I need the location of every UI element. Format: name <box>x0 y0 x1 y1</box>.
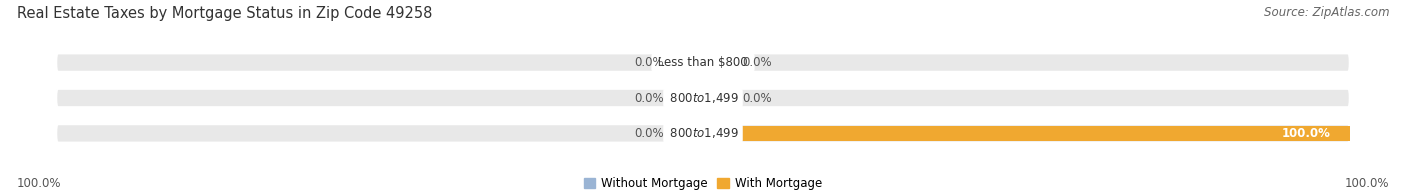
Bar <box>703 90 735 106</box>
Bar <box>671 90 703 106</box>
FancyBboxPatch shape <box>56 89 1350 107</box>
Text: 0.0%: 0.0% <box>634 56 664 69</box>
Text: Real Estate Taxes by Mortgage Status in Zip Code 49258: Real Estate Taxes by Mortgage Status in … <box>17 6 432 21</box>
Text: 0.0%: 0.0% <box>742 56 772 69</box>
Text: 100.0%: 100.0% <box>17 177 62 190</box>
Bar <box>671 126 703 141</box>
Legend: Without Mortgage, With Mortgage: Without Mortgage, With Mortgage <box>583 177 823 190</box>
FancyBboxPatch shape <box>56 53 1350 72</box>
Text: Source: ZipAtlas.com: Source: ZipAtlas.com <box>1264 6 1389 19</box>
Text: 0.0%: 0.0% <box>634 92 664 104</box>
Bar <box>703 55 735 70</box>
Text: 100.0%: 100.0% <box>1344 177 1389 190</box>
Text: 0.0%: 0.0% <box>742 92 772 104</box>
Text: $800 to $1,499: $800 to $1,499 <box>666 126 740 140</box>
Text: 100.0%: 100.0% <box>1281 127 1330 140</box>
Text: Less than $800: Less than $800 <box>654 56 752 69</box>
Bar <box>671 55 703 70</box>
FancyBboxPatch shape <box>56 124 1350 143</box>
Text: 0.0%: 0.0% <box>634 127 664 140</box>
Text: $800 to $1,499: $800 to $1,499 <box>666 91 740 105</box>
Bar <box>703 126 1382 141</box>
